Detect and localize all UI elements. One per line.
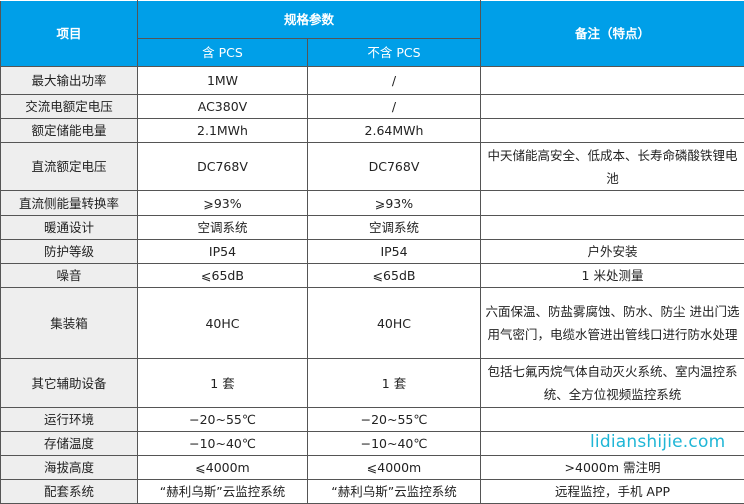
cell-with-pcs: −20~55℃ — [138, 408, 308, 432]
cell-with-pcs: 40HC — [138, 288, 308, 359]
cell-item: 存储温度 — [1, 432, 138, 456]
cell-with-pcs: DC768V — [138, 143, 308, 191]
cell-with-pcs: 2.1MWh — [138, 119, 308, 143]
cell-with-pcs: ⩽65dB — [138, 264, 308, 288]
cell-without-pcs: 40HC — [308, 288, 481, 359]
cell-without-pcs: DC768V — [308, 143, 481, 191]
cell-without-pcs: IP54 — [308, 240, 481, 264]
header-notes: 备注（特点） — [481, 1, 744, 67]
cell-with-pcs: IP54 — [138, 240, 308, 264]
header-spec: 规格参数 — [138, 1, 481, 39]
cell-item: 最大输出功率 — [1, 67, 138, 95]
cell-item: 集装箱 — [1, 288, 138, 359]
cell-without-pcs: 1 套 — [308, 359, 481, 408]
cell-with-pcs: ⩾93% — [138, 191, 308, 216]
cell-item: 配套系统 — [1, 480, 138, 504]
header-without-pcs: 不含 PCS — [308, 39, 481, 67]
cell-without-pcs: / — [308, 95, 481, 119]
cell-without-pcs: / — [308, 67, 481, 95]
cell-without-pcs: ⩽65dB — [308, 264, 481, 288]
cell-notes: 远程监控，手机 APP — [481, 480, 744, 504]
cell-notes: 1 米处测量 — [481, 264, 744, 288]
cell-notes — [481, 191, 744, 216]
cell-notes: 中天储能高安全、低成本、长寿命磷酸铁锂电池 — [481, 143, 744, 191]
cell-notes: 包括七氟丙烷气体自动灭火系统、室内温控系统、全方位视频监控系统 — [481, 359, 744, 408]
cell-notes — [481, 67, 744, 95]
cell-with-pcs: “赫利乌斯”云监控系统 — [138, 480, 308, 504]
cell-item: 直流侧能量转换率 — [1, 191, 138, 216]
cell-without-pcs: 2.64MWh — [308, 119, 481, 143]
cell-item: 暖通设计 — [1, 216, 138, 240]
table-row: 暖通设计空调系统空调系统 — [1, 216, 744, 240]
cell-notes — [481, 95, 744, 119]
cell-with-pcs: AC380V — [138, 95, 308, 119]
cell-with-pcs: 1 套 — [138, 359, 308, 408]
cell-item: 额定储能电量 — [1, 119, 138, 143]
header-item: 项目 — [1, 1, 138, 67]
cell-notes: 户外安装 — [481, 240, 744, 264]
cell-without-pcs: −20~55℃ — [308, 408, 481, 432]
cell-notes — [481, 119, 744, 143]
cell-item: 运行环境 — [1, 408, 138, 432]
cell-notes — [481, 216, 744, 240]
cell-with-pcs: ⩽4000m — [138, 456, 308, 480]
cell-item: 噪音 — [1, 264, 138, 288]
cell-without-pcs: 空调系统 — [308, 216, 481, 240]
cell-item: 防护等级 — [1, 240, 138, 264]
cell-without-pcs: −10~40℃ — [308, 432, 481, 456]
table-row: 配套系统“赫利乌斯”云监控系统“赫利乌斯”云监控系统远程监控，手机 APP — [1, 480, 744, 504]
watermark: lidianshijie.com — [590, 433, 725, 452]
cell-notes: 六面保温、防盐雾腐蚀、防水、防尘 进出门选用气密门，电缆水管进出管线口进行防水处… — [481, 288, 744, 359]
cell-item: 海拔高度 — [1, 456, 138, 480]
cell-item: 直流额定电压 — [1, 143, 138, 191]
cell-with-pcs: 1MW — [138, 67, 308, 95]
cell-item: 交流电额定电压 — [1, 95, 138, 119]
table-row: 运行环境−20~55℃−20~55℃ — [1, 408, 744, 432]
cell-with-pcs: 空调系统 — [138, 216, 308, 240]
cell-with-pcs: −10~40℃ — [138, 432, 308, 456]
table-row: 海拔高度⩽4000m⩽4000m>4000m 需注明 — [1, 456, 744, 480]
cell-item: 其它辅助设备 — [1, 359, 138, 408]
cell-without-pcs: ⩽4000m — [308, 456, 481, 480]
cell-without-pcs: “赫利乌斯”云监控系统 — [308, 480, 481, 504]
header-with-pcs: 含 PCS — [138, 39, 308, 67]
table-row: 直流侧能量转换率⩾93%⩾93% — [1, 191, 744, 216]
cell-notes — [481, 408, 744, 432]
cell-without-pcs: ⩾93% — [308, 191, 481, 216]
cell-notes: >4000m 需注明 — [481, 456, 744, 480]
